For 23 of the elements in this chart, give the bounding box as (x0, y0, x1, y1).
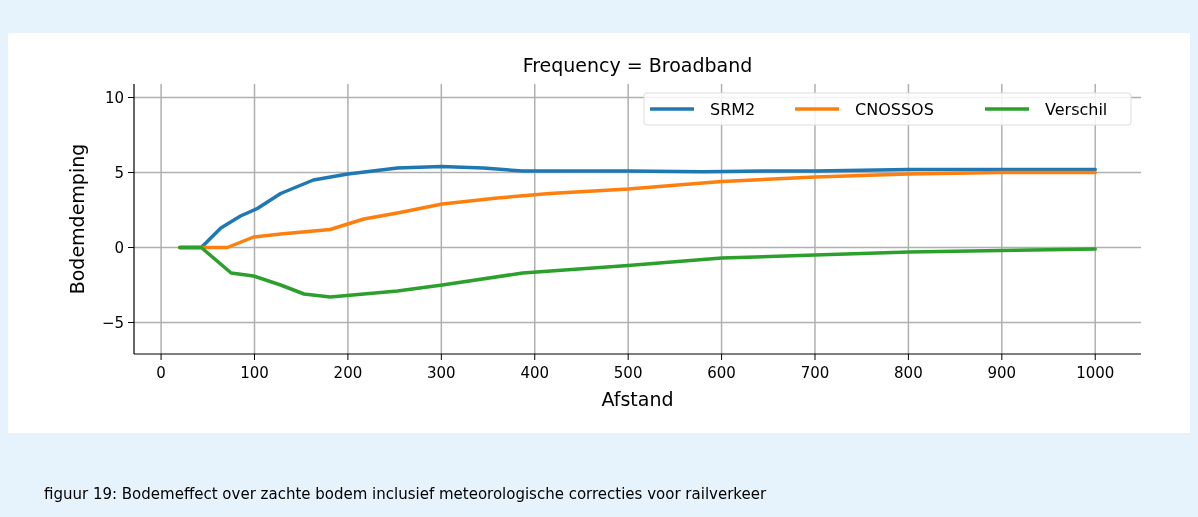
x-tick-label: 100 (240, 364, 269, 382)
legend-label: CNOSSOS (855, 100, 934, 119)
x-tick-label: 900 (987, 364, 1017, 382)
y-tick-label: −5 (101, 313, 124, 332)
line-series (178, 245, 1097, 299)
x-tick-label: 600 (707, 364, 736, 382)
x-tick-label: 400 (520, 364, 550, 382)
y-tick-label: 5 (114, 163, 124, 182)
x-tick-label: 1000 (1076, 364, 1115, 382)
legend-label: Verschil (1045, 100, 1108, 119)
x-tick-label: 300 (427, 364, 456, 382)
text: figuur 19: Bodemeffect over zachte bodem inclusief meteorologische correcties voor railverkeer (44, 485, 767, 503)
y-tick-label: 10 (104, 88, 124, 107)
legend-label: SRM2 (710, 100, 756, 119)
x-tick-label: 0 (156, 364, 166, 382)
x-tick-label: 500 (613, 364, 643, 382)
y-tick-label: 0 (114, 238, 124, 257)
y-axis-title: Bodemdemping (66, 143, 88, 295)
x-tick-label: 800 (894, 364, 923, 382)
x-tick-label: 700 (800, 364, 830, 382)
x-axis-title: Afstand (601, 388, 674, 410)
chart-title: Frequency = Broadband (522, 54, 753, 76)
x-tick-label: 200 (333, 364, 363, 382)
